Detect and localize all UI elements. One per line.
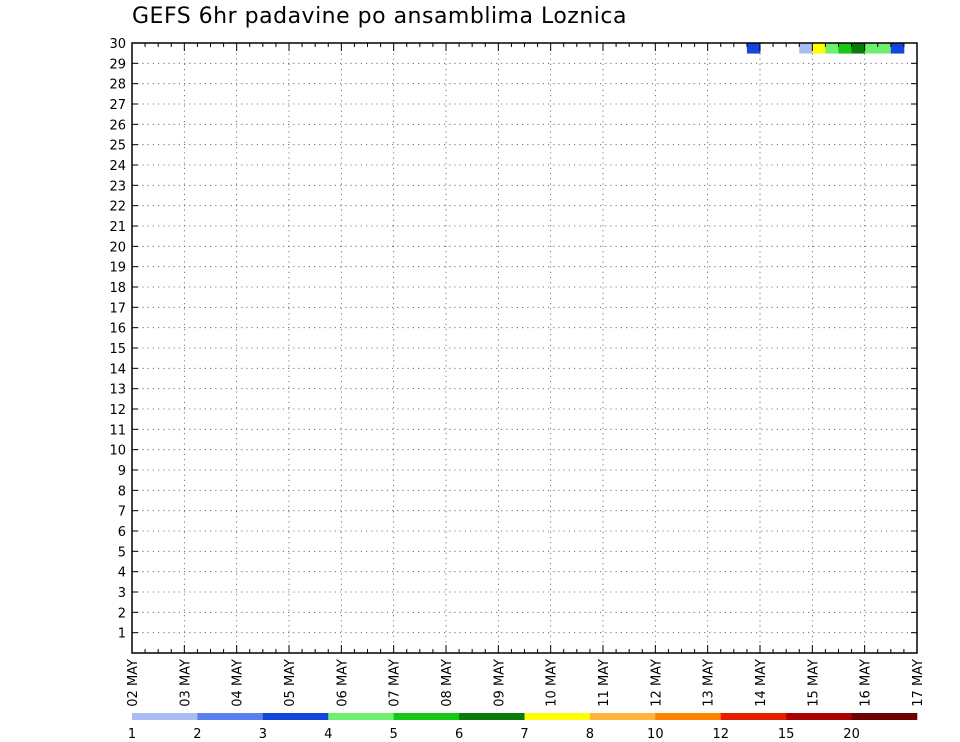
legend-swatch <box>851 713 918 720</box>
legend-label: 15 <box>778 727 795 742</box>
plot-frame <box>131 42 918 654</box>
legend-label: 8 <box>586 727 594 742</box>
y-tick-label: 21 <box>109 220 126 235</box>
y-tick-label: 5 <box>118 545 126 560</box>
x-tick-label: 03 MAY <box>178 659 193 707</box>
heatmap-cells <box>746 43 905 54</box>
heatmap-cell <box>825 43 839 54</box>
heatmap-cell <box>864 43 879 54</box>
y-tick-label: 23 <box>109 179 126 194</box>
y-tick-label: 13 <box>109 383 126 398</box>
legend-swatch <box>786 713 852 720</box>
x-tick-label: 17 MAY <box>911 659 926 707</box>
legend-label: 12 <box>712 727 729 742</box>
heatmap-cell <box>746 43 761 54</box>
heatmap-cell <box>799 43 813 54</box>
legend-label: 2 <box>193 727 201 742</box>
y-tick-label: 3 <box>118 586 126 601</box>
legend-label: 6 <box>455 727 463 742</box>
y-tick-label: 24 <box>109 159 126 174</box>
y-tick-label: 4 <box>118 566 126 581</box>
heatmap-cell <box>890 43 905 54</box>
legend-swatch <box>132 713 198 720</box>
y-tick-label: 28 <box>109 78 126 93</box>
y-tick-label: 29 <box>109 57 126 72</box>
legend-label: 10 <box>647 727 664 742</box>
x-tick-label: 15 MAY <box>806 659 821 707</box>
y-tick-label: 9 <box>118 464 126 479</box>
legend-swatch <box>197 713 264 720</box>
y-tick-label: 17 <box>109 301 126 316</box>
y-tick-label: 6 <box>118 525 126 540</box>
y-tick-label: 7 <box>118 505 126 520</box>
x-tick-label: 06 MAY <box>335 659 350 707</box>
grid-lines <box>132 43 917 653</box>
heatmap-cell <box>877 43 892 54</box>
x-tick-label: 04 MAY <box>231 659 246 707</box>
y-tick-label: 26 <box>109 118 126 133</box>
y-tick-label: 14 <box>109 362 126 377</box>
heatmap-cell <box>812 43 826 54</box>
y-tick-label: 8 <box>118 484 126 499</box>
x-tick-label: 14 MAY <box>754 659 769 707</box>
x-tick-label: 10 MAY <box>545 659 560 707</box>
legend-swatch <box>393 713 460 720</box>
x-tick-label: 02 MAY <box>126 659 141 707</box>
heatmap-cell <box>851 43 866 54</box>
legend-swatch <box>524 713 591 720</box>
x-axis-ticks: 02 MAY 03 MAY 04 MAY 05 MAY 06 MAY 07 MAY 08 M… <box>126 43 926 707</box>
y-tick-label: 1 <box>118 627 126 642</box>
y-tick-label: 27 <box>109 98 126 113</box>
y-tick-label: 30 <box>109 37 126 52</box>
x-tick-label: 08 MAY <box>440 659 455 707</box>
legend-label: 20 <box>843 727 860 742</box>
y-tick-label: 25 <box>109 139 126 154</box>
x-tick-label: 11 MAY <box>597 659 612 707</box>
x-tick-label: 07 MAY <box>388 659 403 707</box>
legend-swatch <box>262 713 329 720</box>
y-tick-label: 12 <box>109 403 126 418</box>
legend-label: 5 <box>390 727 398 742</box>
legend-swatch <box>459 713 525 720</box>
y-tick-label: 19 <box>109 261 126 276</box>
legend-label: 7 <box>520 727 528 742</box>
y-tick-label: 2 <box>118 606 126 621</box>
y-tick-label: 22 <box>109 200 126 215</box>
legend-label: 4 <box>324 727 332 742</box>
heatmap-cell <box>838 43 852 54</box>
y-tick-label: 18 <box>109 281 126 296</box>
legend-swatch <box>720 713 787 720</box>
y-tick-label: 16 <box>109 322 126 337</box>
legend-swatch <box>589 713 656 720</box>
y-axis-ticks: 1234567891011121314151617181920212223242… <box>109 37 917 642</box>
y-tick-label: 11 <box>109 423 126 438</box>
y-tick-label: 15 <box>109 342 126 357</box>
x-tick-label: 12 MAY <box>649 659 664 707</box>
y-tick-label: 20 <box>109 240 126 255</box>
legend-swatch <box>328 713 394 720</box>
legend-label: 1 <box>128 727 136 742</box>
x-tick-label: 16 MAY <box>859 659 874 707</box>
x-tick-label: 09 MAY <box>492 659 507 707</box>
chart-title: GEFS 6hr padavine po ansamblima Loznica <box>132 4 627 29</box>
legend-swatch <box>655 713 722 720</box>
x-tick-label: 13 MAY <box>702 659 717 707</box>
y-tick-label: 10 <box>109 444 126 459</box>
color-legend: 1 2 3 4 5 6 7 8 10 12 15 20 <box>128 713 918 742</box>
legend-label: 3 <box>259 727 267 742</box>
x-tick-label: 05 MAY <box>283 659 298 707</box>
